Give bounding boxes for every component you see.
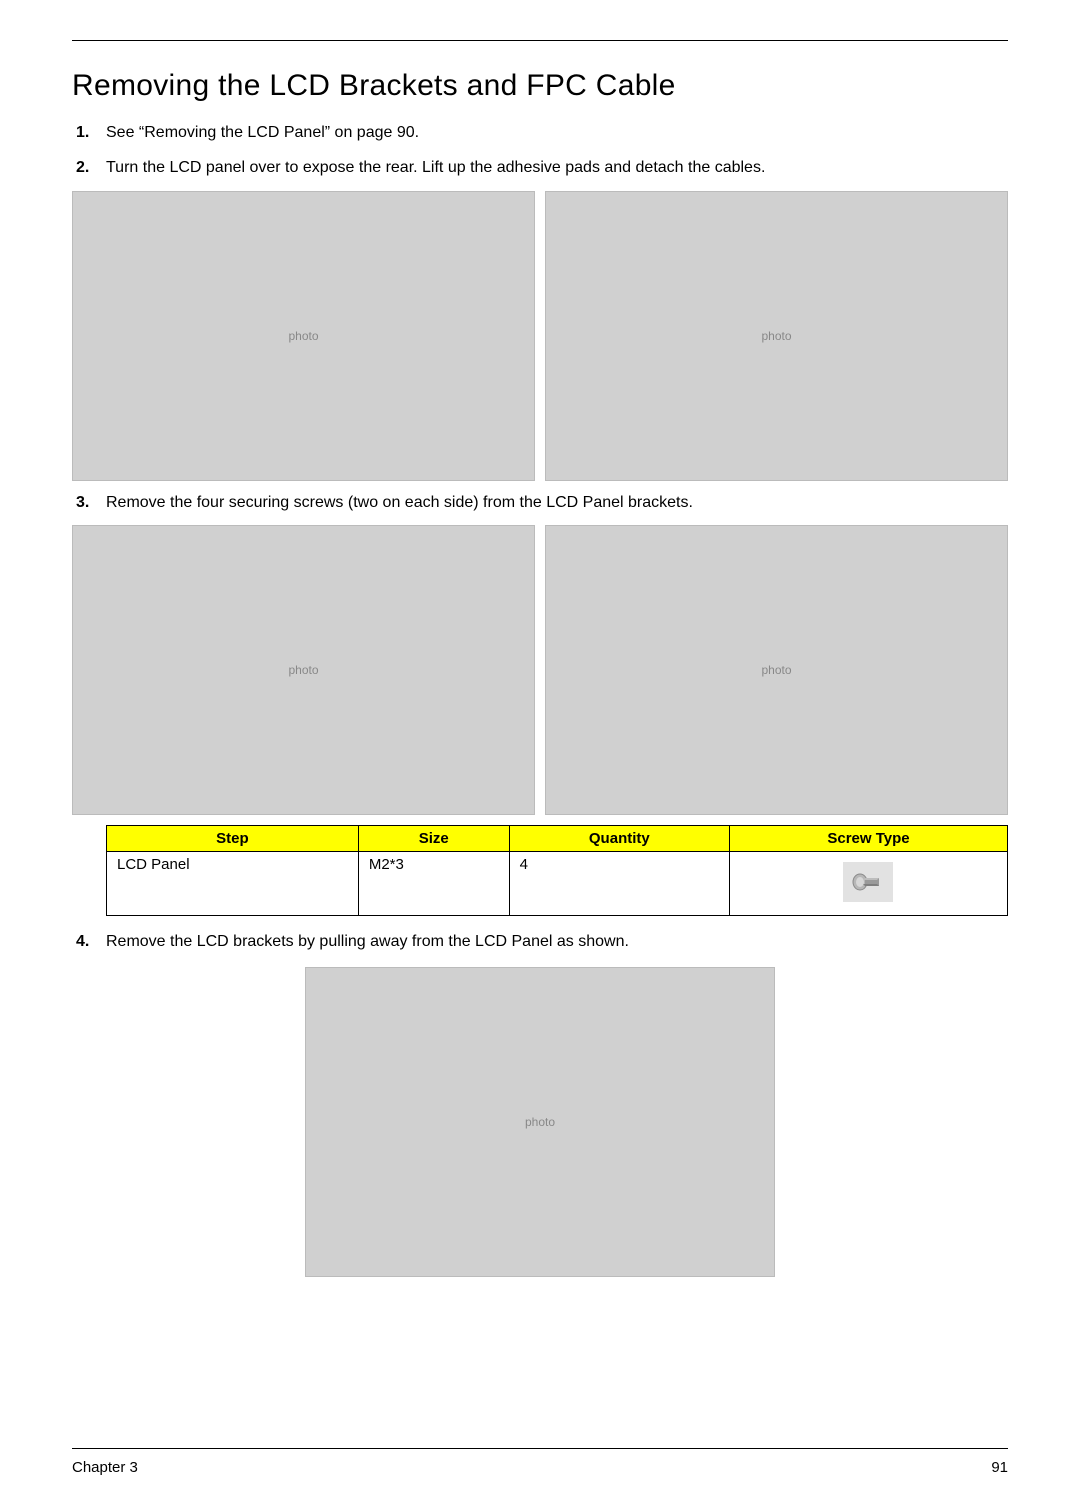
page: Removing the LCD Brackets and FPC Cable … [0,0,1080,1512]
section-title: Removing the LCD Brackets and FPC Cable [72,69,1008,103]
step-list: Remove the LCD brackets by pulling away … [72,930,1008,955]
col-quantity: Quantity [509,826,729,852]
top-rule [72,40,1008,41]
footer-page-number: 91 [991,1459,1008,1476]
image-row-2: photo photo [72,525,1008,815]
table-header-row: Step Size Quantity Screw Type [107,826,1008,852]
screw-icon [843,862,893,902]
step-list: Remove the four securing screws (two on … [72,491,1008,516]
screw-table: Step Size Quantity Screw Type LCD Panel … [106,825,1008,916]
step-2: Turn the LCD panel over to expose the re… [106,156,1008,181]
footer-chapter: Chapter 3 [72,1459,138,1476]
cell-step: LCD Panel [107,852,359,916]
col-screw-type: Screw Type [729,826,1007,852]
table-row: LCD Panel M2*3 4 [107,852,1008,916]
cell-size: M2*3 [358,852,509,916]
col-size: Size [358,826,509,852]
cell-quantity: 4 [509,852,729,916]
step-4: Remove the LCD brackets by pulling away … [106,930,1008,955]
page-footer: Chapter 3 91 [72,1448,1008,1476]
image-row-1: photo photo [72,191,1008,481]
footer-rule [72,1448,1008,1449]
image-placeholder: photo [305,967,775,1277]
image-center: photo [72,967,1008,1277]
image-placeholder: photo [72,525,535,815]
step-1: See “Removing the LCD Panel” on page 90. [106,121,1008,146]
image-placeholder: photo [545,525,1008,815]
step-list: See “Removing the LCD Panel” on page 90.… [72,121,1008,181]
col-step: Step [107,826,359,852]
image-placeholder: photo [72,191,535,481]
step-3: Remove the four securing screws (two on … [106,491,1008,516]
image-placeholder: photo [545,191,1008,481]
cell-screw-type [729,852,1007,916]
